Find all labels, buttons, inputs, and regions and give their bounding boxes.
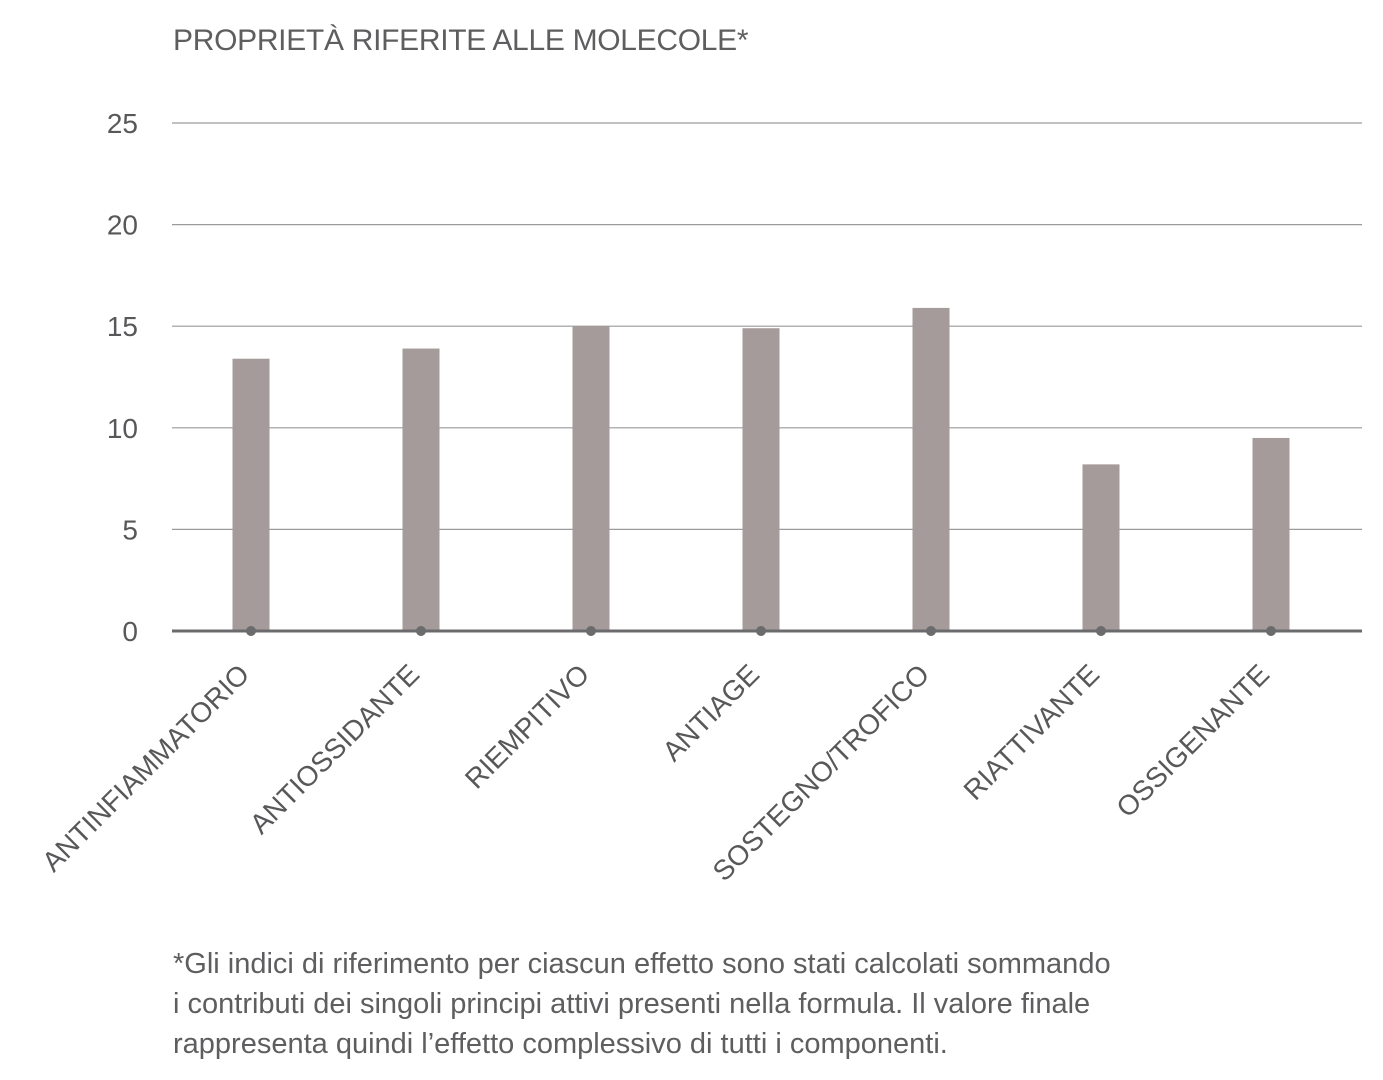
x-tick-label: RIEMPITIVO	[459, 658, 595, 794]
x-tick-label: ANTIOSSIDANTE	[244, 658, 425, 839]
bar	[912, 307, 950, 631]
y-axis-ticks: 0 5 10 15 20 25	[107, 108, 138, 647]
footnote-line: *Gli indici di riferimento per ciascun e…	[173, 948, 1111, 980]
footnote: *Gli indici di riferimento per ciascun e…	[173, 944, 1323, 1064]
y-tick-label: 20	[107, 210, 138, 241]
y-tick-label: 0	[122, 616, 138, 647]
bar	[1082, 464, 1120, 631]
bars	[232, 307, 1290, 631]
category-marker	[1096, 626, 1106, 636]
footnote-line: rappresenta quindi l’effetto complessivo…	[173, 1028, 948, 1060]
y-tick-label: 5	[122, 514, 138, 545]
bar	[1252, 437, 1290, 631]
category-marker	[246, 626, 256, 636]
footnote-line: i contributi dei singoli principi attivi…	[173, 988, 1091, 1020]
category-marker	[1266, 626, 1276, 636]
category-marker	[586, 626, 596, 636]
category-markers	[246, 626, 1276, 636]
x-tick-label: OSSIGENANTE	[1110, 658, 1275, 823]
x-tick-label: ANTINFIAMMATORIO	[36, 658, 255, 877]
bar	[402, 348, 440, 631]
x-tick-label: ANTIAGE	[656, 658, 765, 767]
y-tick-label: 10	[107, 413, 138, 444]
category-marker	[416, 626, 426, 636]
chart-title: PROPRIETÀ RIFERITE ALLE MOLECOLE*	[173, 24, 749, 57]
x-tick-label: RIATTIVANTE	[958, 658, 1106, 806]
y-tick-label: 25	[107, 108, 138, 139]
bar	[742, 328, 780, 631]
bar	[232, 358, 270, 631]
category-marker	[926, 626, 936, 636]
category-marker	[756, 626, 766, 636]
bar	[572, 326, 610, 631]
y-tick-label: 15	[107, 311, 138, 342]
